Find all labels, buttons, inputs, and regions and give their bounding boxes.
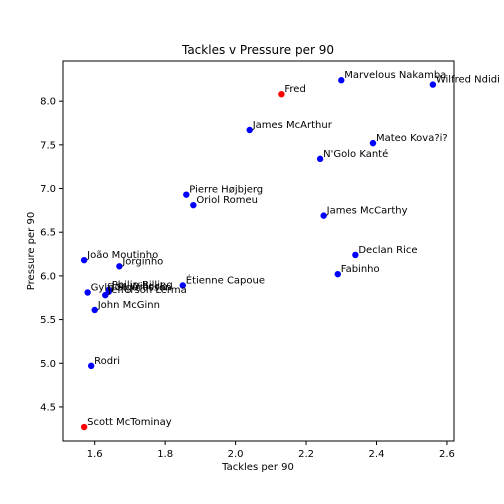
point-label: Pierre Højbjerg	[189, 185, 263, 196]
x-tick-label: 2.4	[369, 449, 385, 460]
scatter-point	[179, 282, 186, 289]
axes: 1.6 1.8 2.0 2.2 2.4 2.6 4.5 5.0 5.5 6.0 6.5 7.0 7.5 8…	[40, 97, 455, 460]
point-label: Mateo Kova?i?	[376, 133, 448, 144]
x-tick-label: 1.8	[157, 449, 173, 460]
scatter-point	[246, 126, 253, 134]
y-tick-label: 6.5	[40, 228, 56, 239]
point-label: João Moutinho	[86, 250, 158, 261]
point-label: Declan Rice	[358, 245, 417, 256]
scatter-point	[338, 77, 345, 84]
scatter-point	[316, 155, 324, 163]
scatter-point	[116, 263, 123, 270]
x-tick-label: 2.2	[298, 449, 314, 460]
point-label: Philip Billing	[112, 280, 173, 291]
point-label: Étienne Capoue	[186, 274, 265, 287]
point-label: Marvelous Nakamba	[344, 70, 446, 81]
scatter-point	[87, 362, 95, 370]
scatter-point	[80, 423, 88, 431]
x-tick-label: 1.6	[87, 449, 103, 460]
plot-marks	[80, 77, 437, 431]
point-label: James McCarthy	[326, 206, 408, 217]
point-label: N'Golo Kanté	[323, 148, 388, 160]
y-tick-label: 5.0	[40, 359, 56, 370]
point-label: Jorginho	[121, 256, 163, 267]
scatter-point	[352, 251, 359, 259]
point-label: John McGinn	[97, 300, 160, 311]
scatter-point	[334, 270, 341, 278]
scatter-point	[183, 191, 190, 198]
scatter-point	[84, 289, 91, 296]
point-label: Scott McTominay	[87, 417, 172, 428]
point-label: Fabinho	[341, 264, 380, 275]
y-tick-label: 7.0	[40, 184, 56, 195]
y-tick-label: 8.0	[40, 97, 56, 108]
scatter-point	[190, 201, 197, 209]
point-label: Gylfi Sigurðsson	[91, 282, 172, 293]
point-label: Joe Willock	[111, 282, 166, 293]
scatter-point	[102, 291, 109, 299]
x-tick-label: 2.6	[439, 449, 455, 460]
y-tick-label: 5.5	[40, 315, 56, 326]
point-label: Oriol Romeu	[196, 195, 258, 206]
scatter-point	[369, 139, 377, 147]
scatter-point	[320, 212, 327, 219]
point-label: Wilfred Ndidi	[436, 75, 500, 86]
point-label: Fred	[284, 84, 305, 95]
y-tick-label: 4.5	[40, 402, 56, 413]
x-tick-label: 2.0	[228, 449, 244, 460]
y-tick-label: 6.0	[40, 271, 56, 282]
y-tick-label: 7.5	[40, 140, 56, 151]
scatter-point	[278, 90, 285, 98]
x-axis-label: Tackles per 90	[221, 462, 294, 473]
point-label: Rodri	[94, 356, 120, 367]
scatter-point	[80, 256, 88, 264]
point-label: Jefferson Lerma	[107, 285, 186, 296]
plot-frame	[62, 60, 455, 442]
scatter-point	[429, 81, 437, 88]
scatter-point	[91, 306, 98, 314]
chart-title: Tackles v Pressure per 90	[181, 43, 334, 57]
point-label: James McArthur	[252, 120, 333, 131]
y-axis-label: Pressure per 90	[26, 212, 37, 290]
